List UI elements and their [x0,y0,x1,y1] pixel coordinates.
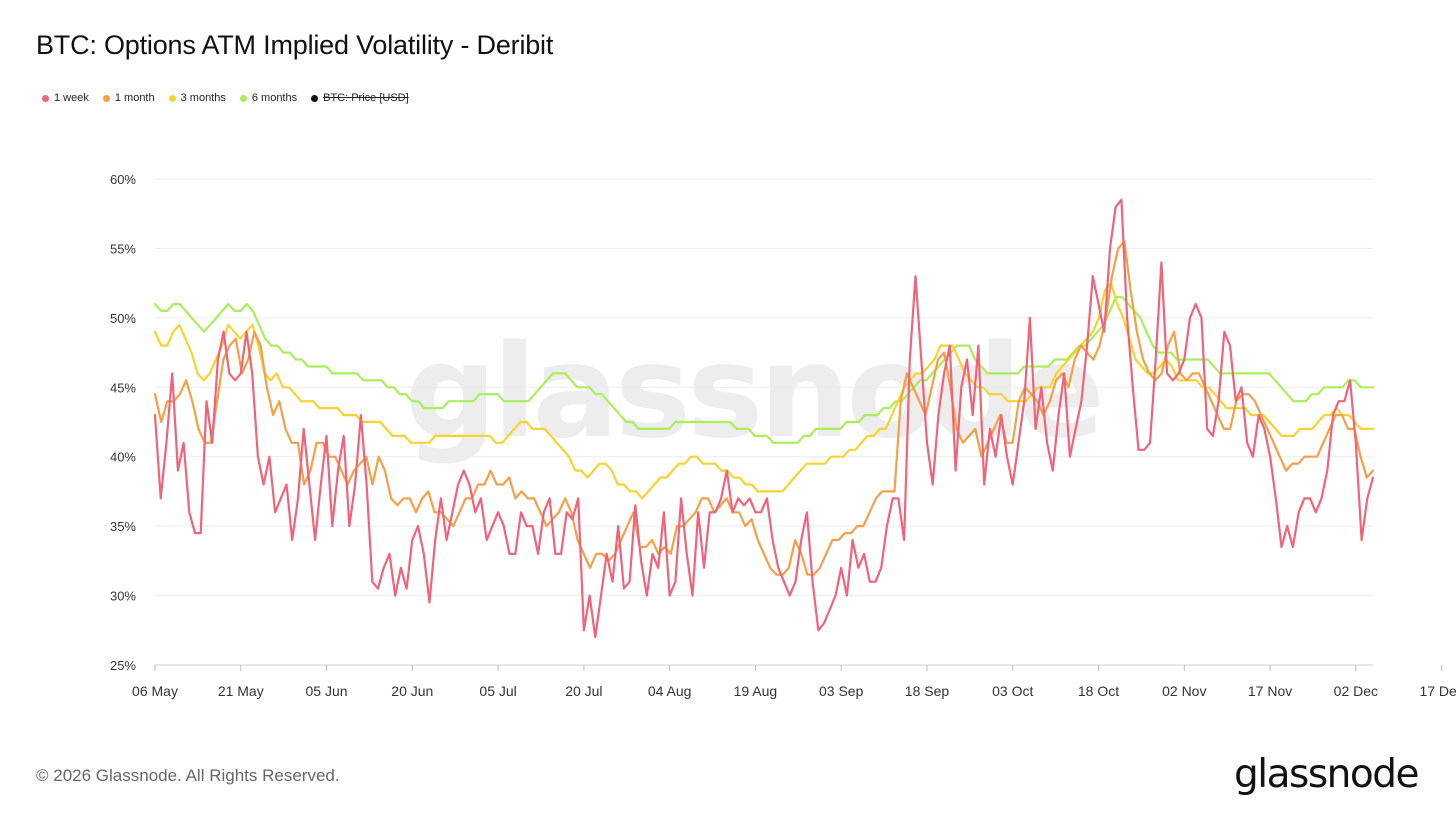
y-tick-label: 60% [110,172,136,187]
legend-item-1-week[interactable]: 1 week [42,92,89,104]
legend-label: 3 months [180,92,226,104]
legend-dot-icon [42,94,49,102]
x-tick-label: 02 Nov [1162,683,1206,699]
series-line-6-months [153,295,1375,444]
legend-item-btc-price[interactable]: BTC: Price [USD] [311,92,409,104]
x-tick-label: 04 Aug [648,683,692,699]
y-tick-label: 25% [110,658,136,673]
legend-label: 1 week [54,92,89,104]
series-line-1-week [153,198,1375,639]
x-tick-label: 02 Dec [1334,683,1378,699]
legend-dot-icon [239,94,247,102]
legend-label: 6 months [251,92,298,104]
legend-dot-icon [102,94,110,102]
legend-label: BTC: Price [USD] [323,92,409,104]
x-tick-label: 21 May [218,683,264,699]
y-tick-label: 30% [110,589,136,604]
glassnode-logo: glassnode [1234,752,1419,797]
legend-item-1-month[interactable]: 1 month [102,92,155,104]
y-tick-label: 50% [110,311,136,326]
x-tick-label: 05 Jun [306,683,348,699]
copyright-text: © 2026 Glassnode. All Rights Reserved. [36,766,340,785]
x-tick-label: 20 Jul [565,683,602,699]
y-tick-label: 45% [110,380,136,395]
legend-item-6-months[interactable]: 6 months [239,92,298,104]
x-tick-label: 20 Jun [391,683,433,699]
y-tick-label: 55% [110,241,136,256]
x-tick-label: 06 May [132,683,178,699]
x-tick-label: 18 Oct [1078,683,1119,699]
x-tick-label: 17 Nov [1248,683,1292,699]
x-tick-label: 19 Aug [734,683,778,699]
chart-title: BTC: Options ATM Implied Volatility - De… [36,30,554,60]
series-line-3-months [153,282,1375,500]
x-tick-label: 18 Sep [905,683,950,699]
legend-dot-icon [311,94,319,102]
x-tick-label: 17 Dec [1419,683,1456,699]
x-tick-label: 03 Oct [992,683,1033,699]
legend-dot-icon [168,94,176,102]
legend-item-3-months[interactable]: 3 months [168,92,226,104]
y-tick-label: 35% [110,519,136,534]
series-line-1-month [153,240,1375,576]
legend-label: 1 month [114,92,155,104]
x-tick-label: 05 Jul [479,683,516,699]
y-tick-label: 40% [110,450,136,465]
legend: 1 week 1 month 3 months 6 months BTC: Pr… [42,92,409,104]
x-tick-label: 03 Sep [819,683,864,699]
